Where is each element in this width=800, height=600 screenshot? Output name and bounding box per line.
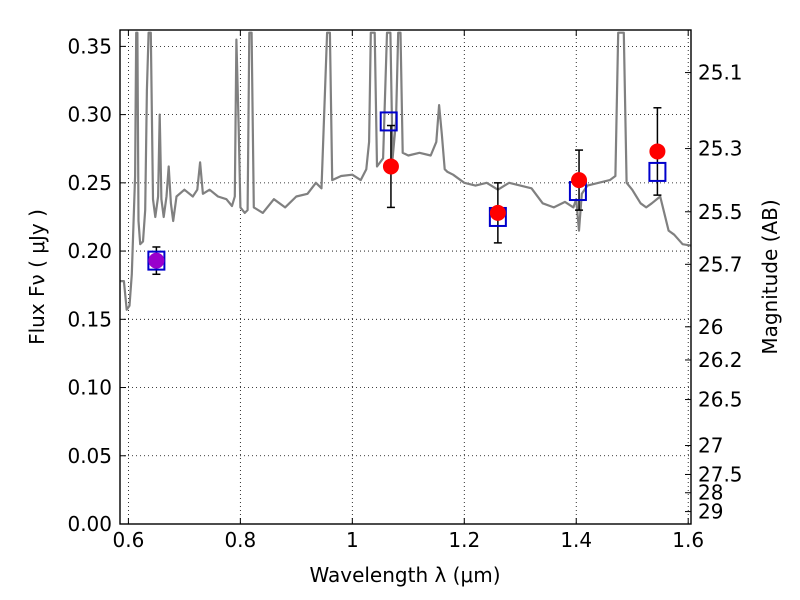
x-tick-label: 1.4 <box>560 528 592 552</box>
x-tick-label: 0.8 <box>224 528 256 552</box>
y-tick-label: 0.05 <box>67 444 112 468</box>
y-tick-label: 0.10 <box>67 376 112 400</box>
y-tick-label: 0.20 <box>67 239 112 263</box>
x-tick-label: 0.6 <box>112 528 144 552</box>
data-point-marker <box>571 172 588 189</box>
plot-area <box>120 31 691 311</box>
y2-tick-label: 25.1 <box>698 61 743 85</box>
data-point-marker <box>649 143 666 160</box>
y-tick-label: 0.35 <box>67 34 112 58</box>
x-tick-label: 1.6 <box>672 528 704 552</box>
y2-tick-label: 27.5 <box>698 462 743 486</box>
y2-tick-label: 26.5 <box>698 388 743 412</box>
y-tick-label: 0.15 <box>67 307 112 331</box>
y2-tick-label: 26.2 <box>698 348 743 372</box>
data-point-marker <box>148 252 165 269</box>
x-axis-label: Wavelength λ (μm) <box>309 563 500 587</box>
grid-lines <box>120 30 691 525</box>
y2-tick-label: 28 <box>698 481 723 505</box>
ticks: 0.6 0.8 1 1.2 1.4 1.6 0.00 0.05 0.10 0.15 0.20 0.25… <box>67 30 743 552</box>
y2-axis-label: Magnitude (AB) <box>758 199 782 354</box>
data-point-marker <box>489 204 506 221</box>
spectrum-line <box>120 31 691 311</box>
y-tick-label: 0.25 <box>67 171 112 195</box>
axes-frame <box>119 29 692 525</box>
x-tick-label: 1 <box>346 528 359 552</box>
y2-tick-label: 25.3 <box>698 137 743 161</box>
y2-tick-label: 29 <box>698 500 723 524</box>
model-square-marker <box>648 161 667 182</box>
y-axis-label: Flux Fν ( μJy ) <box>25 209 49 345</box>
y2-tick-label: 27 <box>698 434 723 458</box>
y2-tick-label: 26 <box>698 315 723 339</box>
y2-tick-label: 25.7 <box>698 252 743 276</box>
y2-tick-label: 25.5 <box>698 200 743 224</box>
model-square-marker <box>379 111 398 132</box>
data-point-marker <box>382 158 399 175</box>
x-tick-label: 1.2 <box>448 528 480 552</box>
y-tick-label: 0.30 <box>67 103 112 127</box>
y-tick-label: 0.00 <box>67 512 112 536</box>
